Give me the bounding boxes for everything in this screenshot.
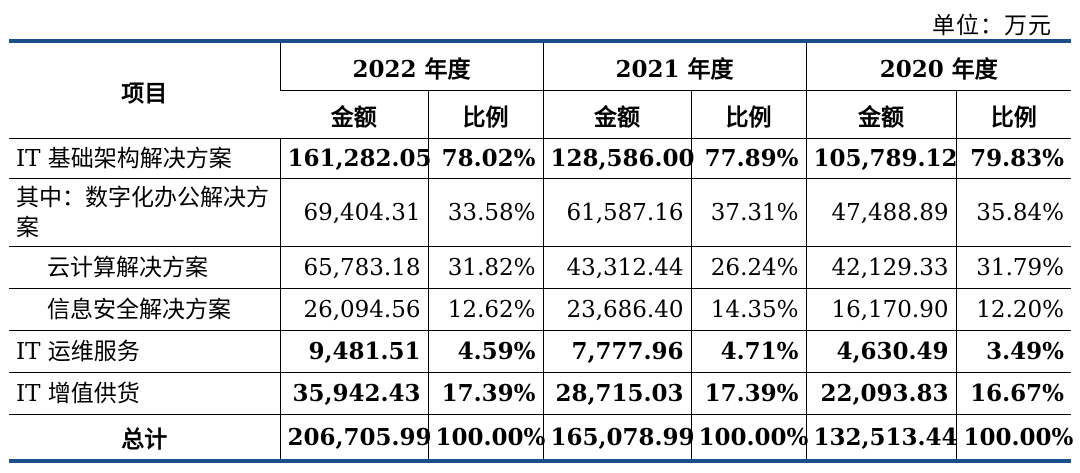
cell-amount: 132,513.44 [805,414,958,463]
cell-ratio: 12.62% [427,288,543,331]
header-year-2021: 2021 年度 [542,39,806,91]
unit-label: 单位：万元 [932,13,1052,39]
cell-ratio: 31.79% [955,246,1071,289]
cell-amount: 26,094.56 [279,288,428,331]
header-ratio: 比例 [690,90,806,139]
row-label: IT 基础架构解决方案 [9,138,280,179]
total-row: 总计 206,705.99 100.00% 165,078.99 100.00%… [9,414,1073,463]
cell-amount: 43,312.44 [542,246,691,289]
header-ratio: 比例 [955,90,1071,139]
cell-ratio: 31.82% [427,246,543,289]
revenue-table: 项目 2022 年度 2021 年度 2020 年度 金额 比例 金额 比例 金… [9,39,1073,463]
cell-amount: 7,777.96 [542,330,691,373]
header-amount: 金额 [542,90,691,139]
cell-ratio: 100.00% [690,414,808,463]
cell-ratio: 100.00% [955,414,1073,463]
table-row: 云计算解决方案 65,783.18 31.82% 43,312.44 26.24… [9,246,1071,289]
row-label: 其中：数字化办公解决方案 [9,178,280,247]
cell-ratio: 100.00% [427,414,545,463]
cell-amount: 69,404.31 [279,178,428,247]
cell-ratio: 4.71% [690,330,806,373]
cell-amount: 42,129.33 [805,246,956,289]
table-row: 其中：数字化办公解决方案 69,404.31 33.58% 61,587.16 … [9,178,1071,247]
table-row: 信息安全解决方案 26,094.56 12.62% 23,686.40 14.3… [9,288,1071,331]
cell-amount: 22,093.83 [805,372,956,415]
cell-ratio: 17.39% [427,372,543,415]
cell-amount: 105,789.12 [805,138,958,179]
cell-amount: 23,686.40 [542,288,691,331]
cell-amount: 65,783.18 [279,246,428,289]
table-row: IT 基础架构解决方案 161,282.05 78.02% 128,586.00… [9,138,1071,179]
cell-ratio: 12.20% [955,288,1071,331]
cell-ratio: 37.31% [690,178,806,247]
cell-amount: 35,942.43 [279,372,428,415]
cell-amount: 9,481.51 [279,330,428,373]
header-amount: 金额 [280,90,428,139]
row-label: 云计算解决方案 [9,246,280,289]
cell-ratio: 14.35% [690,288,806,331]
cell-ratio: 26.24% [690,246,806,289]
row-label: IT 增值供货 [9,372,280,415]
cell-amount: 161,282.05 [279,138,432,179]
cell-ratio: 77.89% [690,138,806,179]
cell-ratio: 16.67% [955,372,1071,415]
cell-amount: 4,630.49 [805,330,956,373]
row-label: IT 运维服务 [9,330,280,373]
header-ratio: 比例 [427,90,543,139]
header-row-years: 项目 2022 年度 2021 年度 2020 年度 [9,39,1071,139]
cell-amount: 16,170.90 [805,288,956,331]
cell-ratio: 79.83% [955,138,1071,179]
total-label: 总计 [9,414,280,463]
cell-ratio: 78.02% [427,138,543,179]
cell-amount: 206,705.99 [279,414,432,463]
header-item: 项目 [9,39,280,139]
cell-ratio: 4.59% [427,330,543,373]
table-row: IT 增值供货 35,942.43 17.39% 28,715.03 17.39… [9,372,1071,415]
header-amount: 金额 [805,90,956,139]
cell-amount: 47,488.89 [805,178,956,247]
row-label: 信息安全解决方案 [9,288,280,331]
header-year-2022: 2022 年度 [279,39,543,91]
cell-amount: 61,587.16 [542,178,691,247]
cell-ratio: 35.84% [955,178,1071,247]
cell-ratio: 17.39% [690,372,806,415]
header-row-columns: 金额 比例 金额 比例 金额 比例 [9,90,1071,139]
table-row: IT 运维服务 9,481.51 4.59% 7,777.96 4.71% 4,… [9,330,1071,373]
header-year-2020: 2020 年度 [805,39,1071,91]
cell-amount: 165,078.99 [542,414,695,463]
cell-amount: 128,586.00 [542,138,695,179]
cell-ratio: 33.58% [427,178,543,247]
cell-amount: 28,715.03 [542,372,691,415]
cell-ratio: 3.49% [955,330,1071,373]
